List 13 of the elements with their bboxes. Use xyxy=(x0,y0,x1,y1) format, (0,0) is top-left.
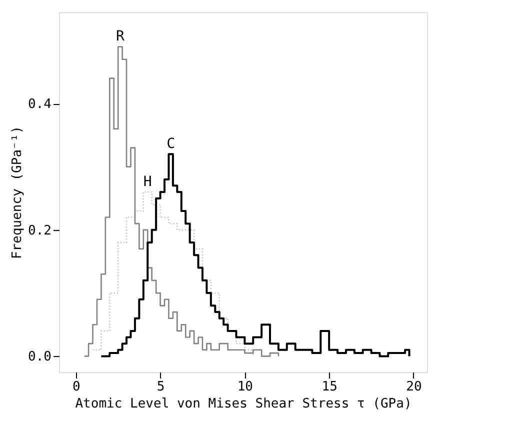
x-tick-label: 0 xyxy=(72,380,80,394)
series-label: H xyxy=(143,174,152,190)
x-tick-label: 5 xyxy=(156,380,165,394)
x-tick-label: 10 xyxy=(237,380,254,394)
series-label: C xyxy=(166,136,176,152)
y-tick-label: 0.0 xyxy=(28,350,52,365)
x-tick-label: 15 xyxy=(322,380,338,394)
x-axis-title: Atomic Level von Mises Shear Stress τ (GPa) xyxy=(75,396,412,412)
series-label: R xyxy=(116,28,125,45)
y-tick-label: 0.2 xyxy=(28,223,52,238)
y-tick-label: 0.4 xyxy=(28,97,52,112)
y-axis-title: Frequency (GPa⁻¹) xyxy=(10,126,26,260)
x-tick-label: 20 xyxy=(406,380,422,394)
